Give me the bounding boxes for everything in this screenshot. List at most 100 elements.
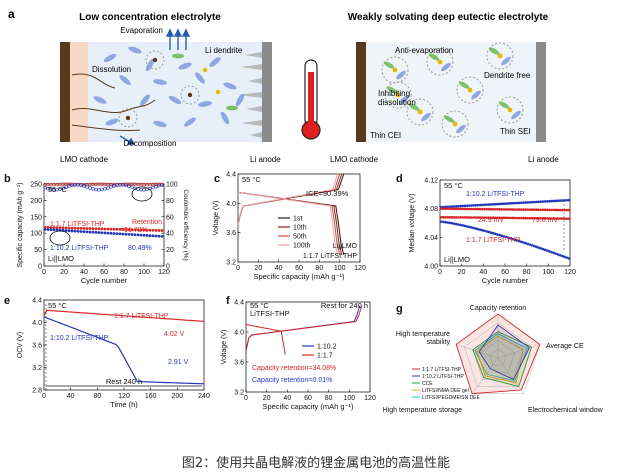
li-dendrite-label: Li dendrite — [205, 46, 243, 55]
capacity-point — [145, 228, 149, 232]
radar-axis-label: High temperature stability — [396, 331, 451, 346]
upper-point — [532, 208, 536, 212]
upper-point — [554, 208, 558, 212]
capacity-point — [76, 229, 80, 233]
lower-point — [524, 241, 527, 245]
lower-point — [478, 228, 482, 231]
capacity-point — [85, 230, 89, 234]
lower-point — [452, 216, 456, 219]
discharge-curve — [245, 324, 286, 355]
lower-point — [457, 223, 460, 226]
lower-point — [517, 216, 521, 220]
chart-g: g Capacity retention Average CE Electrochem… — [383, 303, 604, 414]
lower-point — [474, 227, 478, 230]
x-tick-label: 60 — [100, 269, 108, 276]
x-tick-label: 200 — [171, 393, 183, 400]
upper-point — [498, 208, 501, 211]
upper-point — [504, 208, 508, 211]
x-tick-label: 160 — [145, 393, 157, 400]
upper-point — [474, 203, 478, 207]
lower-point — [509, 237, 512, 240]
upper-point — [489, 203, 493, 206]
lower-point — [480, 216, 484, 219]
radar-series — [478, 324, 530, 380]
solvation-shell — [426, 48, 454, 76]
lower-point — [470, 216, 473, 219]
upper-point — [446, 207, 449, 211]
x-tick-label: 60 — [304, 395, 312, 402]
lower-point — [487, 230, 491, 234]
discharge-curve — [237, 191, 339, 255]
lower-point — [561, 217, 564, 220]
lower-point — [441, 215, 445, 219]
thermometer-icon — [301, 59, 321, 140]
left-cathode — [60, 42, 70, 142]
lower-point — [485, 216, 488, 219]
capacity-point — [118, 227, 122, 231]
ice-annotation: ICE=90.39% — [306, 189, 349, 198]
upper-point — [457, 207, 460, 211]
right-cell-electrolyte — [356, 42, 544, 142]
lower-point — [504, 216, 508, 220]
legend-label: LiTFSI/NMA DEE gel — [422, 388, 469, 394]
legend-1-10-2: 1:10.2 LiTFSI-THP — [50, 335, 109, 342]
capacity-point — [70, 226, 74, 230]
left-anode — [262, 42, 272, 142]
upper-point — [444, 205, 447, 209]
upper-point — [448, 207, 452, 211]
capacity-point — [67, 229, 71, 233]
lower-point — [519, 240, 523, 244]
x-tick-label: 60 — [501, 269, 509, 276]
panel-letter: e — [4, 295, 10, 307]
ce-point — [127, 184, 131, 188]
upper-point — [483, 207, 486, 211]
capacity-point — [46, 228, 50, 231]
capacity-point — [91, 230, 95, 234]
y-tick-label: 0 — [38, 264, 42, 271]
upper-point — [530, 200, 534, 204]
ce-point — [112, 184, 116, 188]
mn-ion — [125, 115, 131, 121]
upper-point — [541, 200, 545, 203]
x-axis-label: Specific capacity (mAh g⁻¹) — [253, 272, 345, 281]
lower-point — [563, 255, 566, 259]
lower-point — [515, 216, 519, 220]
upper-point — [474, 207, 478, 211]
capacity-point — [106, 227, 110, 231]
upper-point — [487, 207, 491, 211]
li-ion — [202, 67, 208, 73]
capacity-point — [70, 229, 74, 233]
lower-point — [439, 220, 443, 223]
left-dissolution-paths — [71, 73, 156, 132]
panel-a-left-title: Low concentration electrolyte — [79, 12, 221, 23]
capacity-point — [97, 231, 101, 234]
radar-spoke — [497, 357, 525, 394]
capacity-point — [151, 234, 155, 238]
lower-point — [552, 251, 556, 255]
lower-point — [500, 234, 504, 238]
upper-point — [489, 207, 493, 211]
upper-point — [461, 207, 465, 211]
rest-annotation: Rest for 240 h — [321, 301, 368, 310]
x-tick-label: 120 — [118, 393, 130, 400]
capacity-point — [127, 232, 131, 236]
capacity-point — [94, 230, 98, 234]
upper-point — [454, 207, 458, 211]
left-cell-electrolyte — [60, 42, 270, 142]
capacity-point — [46, 226, 50, 229]
upper-point — [513, 201, 517, 205]
panel-letter: b — [4, 173, 11, 185]
x-tick-label: 40 — [283, 395, 291, 402]
lower-point — [519, 216, 523, 220]
capacity-point — [145, 234, 149, 237]
lower-point — [502, 235, 506, 238]
value-80-49: 80.49% — [128, 245, 152, 252]
capacity-point — [118, 232, 122, 236]
lower-point — [474, 216, 478, 219]
solvation-shell — [456, 76, 484, 104]
anion — [488, 47, 500, 55]
y-tick-label: 200 — [30, 198, 42, 205]
capacity-point — [61, 226, 65, 230]
lower-point — [448, 221, 452, 225]
lower-point — [545, 249, 549, 252]
